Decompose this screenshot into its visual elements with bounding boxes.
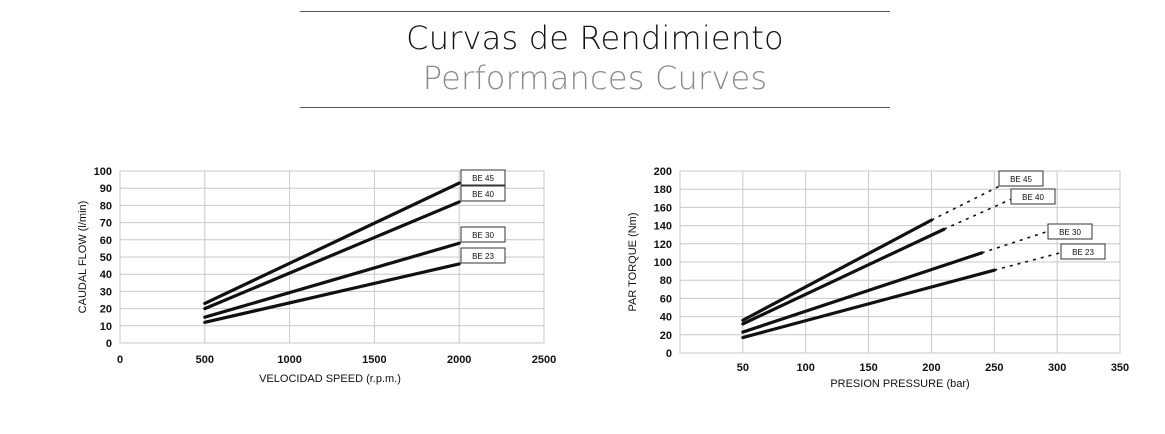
series-label-box	[1047, 223, 1093, 240]
x-tick-label: 150	[859, 362, 877, 374]
series-label: BE 45	[472, 174, 494, 183]
y-tick-label: 140	[654, 221, 672, 233]
series-label-box	[1010, 188, 1056, 205]
y-tick-label: 80	[660, 275, 672, 287]
series-label: BE 40	[1022, 193, 1044, 202]
x-tick-label: 1000	[277, 354, 301, 366]
series-label-box	[460, 226, 506, 243]
series-label: BE 40	[472, 190, 494, 199]
y-tick-label: 40	[100, 269, 112, 281]
series-line-be-23	[203, 262, 461, 324]
series-line-be-45	[203, 181, 461, 306]
series-label: BE 30	[472, 231, 494, 240]
series-extension-be-45	[931, 184, 1001, 221]
x-tick-label: 1500	[362, 354, 386, 366]
y-tick-label: 0	[106, 338, 112, 350]
y-tick-label: 60	[660, 293, 672, 305]
x-tick-label: 200	[922, 362, 940, 374]
y-tick-label: 90	[100, 183, 112, 195]
y-tick-label: 100	[654, 257, 672, 269]
series-label-box	[460, 185, 506, 202]
x-axis-label: PRESION PRESSURE (bar)	[830, 378, 969, 390]
x-tick-label: 250	[985, 362, 1003, 374]
series-line-be-30	[203, 241, 461, 319]
y-tick-label: 20	[100, 304, 112, 316]
series-label: BE 30	[1059, 228, 1081, 237]
x-tick-label: 500	[196, 354, 214, 366]
title-block: Curvas de Rendimiento Performances Curve…	[300, 11, 890, 108]
series-line-be-23	[741, 268, 996, 340]
x-tick-label: 2000	[447, 354, 471, 366]
y-tick-label: 40	[660, 312, 672, 324]
series-label-box	[1060, 243, 1106, 260]
y-axis-label: PAR TORQUE (Nm)	[627, 212, 639, 311]
x-tick-label: 0	[117, 354, 123, 366]
y-tick-label: 30	[100, 286, 112, 298]
x-tick-label: 2500	[532, 354, 556, 366]
y-axis-label: CAUDAL FLOW (l/min)	[77, 201, 89, 314]
torque-chart: 0 20 40 60 80 100 120 140 160 180 200 50 100 150 200 25…	[627, 166, 1129, 390]
y-tick-label: 160	[654, 202, 672, 214]
y-tick-label: 50	[100, 252, 112, 264]
y-tick-label: 120	[654, 239, 672, 251]
series-extension-be-30	[981, 227, 1058, 254]
y-tick-label: 80	[100, 200, 112, 212]
series-line-be-40	[203, 200, 461, 311]
page-subtitle: Performances Curves	[422, 59, 768, 97]
x-tick-label: 50	[737, 362, 749, 374]
y-tick-label: 100	[94, 166, 112, 178]
x-tick-label: 300	[1048, 362, 1066, 374]
series-label-box	[998, 170, 1044, 187]
x-tick-label: 100	[797, 362, 815, 374]
series-line-be-40	[741, 227, 946, 326]
x-axis-label: VELOCIDAD SPEED (r.p.m.)	[259, 373, 401, 385]
y-tick-label: 60	[100, 235, 112, 247]
x-tick-label: 350	[1111, 362, 1129, 374]
series-line-be-30	[741, 251, 984, 334]
y-tick-label: 180	[654, 184, 672, 196]
y-tick-label: 200	[654, 166, 672, 178]
series-line-be-45	[741, 218, 934, 322]
y-tick-label: 70	[100, 218, 112, 230]
y-tick-label: 20	[660, 330, 672, 342]
series-label-box	[460, 247, 506, 264]
series-label: BE 23	[472, 252, 494, 261]
page-title: Curvas de Rendimiento	[406, 19, 784, 57]
y-tick-label: 10	[100, 321, 112, 333]
series-label-box	[460, 169, 506, 186]
series-label: BE 23	[1072, 248, 1094, 257]
series-label: BE 45	[1010, 175, 1032, 184]
y-tick-label: 0	[666, 348, 672, 360]
